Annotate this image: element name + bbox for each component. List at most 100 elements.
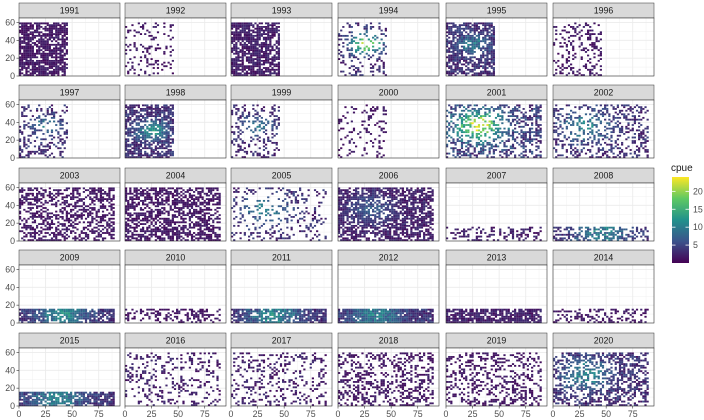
heatmap-tile: [553, 26, 556, 28]
heatmap-tile: [450, 65, 453, 68]
heatmap-tile: [262, 26, 266, 28]
heatmap-tile: [231, 22, 234, 25]
heatmap-tile: [450, 54, 453, 57]
heatmap-tile: [61, 143, 64, 146]
heatmap-tile: [25, 219, 28, 222]
heatmap-tile: [587, 68, 590, 71]
y-tick-label: 0: [10, 71, 15, 81]
heatmap-tile: [169, 127, 172, 130]
heatmap-tile: [593, 47, 596, 50]
heatmap-tile: [125, 36, 128, 39]
heatmap-tile: [19, 216, 22, 218]
heatmap-tile: [231, 59, 234, 62]
heatmap-tile: [144, 133, 147, 135]
heatmap-tile: [561, 65, 564, 68]
heatmap-tile: [57, 133, 60, 135]
heatmap-tile: [231, 140, 234, 142]
heatmap-tile: [67, 224, 71, 227]
heatmap-tile: [231, 31, 234, 34]
heatmap-tile: [91, 217, 94, 220]
heatmap-tile: [125, 26, 128, 28]
heatmap-tile: [258, 31, 261, 34]
heatmap-tile: [595, 124, 598, 126]
heatmap-tile: [469, 109, 472, 112]
heatmap-tile: [460, 150, 464, 153]
heatmap-tile: [93, 196, 96, 199]
heatmap-tile: [557, 65, 560, 68]
heatmap-tile: [376, 108, 379, 110]
heatmap-tile: [25, 52, 28, 55]
heatmap-tile: [74, 203, 77, 206]
heatmap-tile: [19, 205, 22, 208]
heatmap-tile: [528, 134, 532, 137]
heatmap-tile: [616, 147, 619, 150]
heatmap-tile: [21, 237, 24, 240]
heatmap-tile: [25, 56, 28, 59]
heatmap-tile: [635, 104, 639, 107]
heatmap-tile: [33, 118, 37, 121]
heatmap-tile: [595, 36, 598, 39]
heatmap-tile: [448, 111, 451, 114]
heatmap-tile: [271, 68, 274, 71]
heatmap-tile: [76, 210, 79, 213]
heatmap-tile: [235, 38, 238, 41]
heatmap-tile: [535, 113, 538, 116]
heatmap-tile: [101, 219, 105, 222]
heatmap-tile: [348, 42, 351, 44]
heatmap-tile: [591, 108, 594, 110]
heatmap-tile: [57, 217, 60, 220]
heatmap-tile: [63, 239, 66, 242]
heatmap-tile: [245, 150, 249, 153]
heatmap-tile: [42, 27, 45, 30]
heatmap-tile: [467, 26, 470, 28]
heatmap-tile: [595, 45, 598, 48]
heatmap-tile: [84, 205, 88, 208]
heatmap-tile: [146, 140, 149, 142]
heatmap-tile: [27, 34, 30, 37]
heatmap-tile: [152, 125, 155, 128]
heatmap-tile: [256, 134, 259, 137]
heatmap-tile: [233, 40, 236, 43]
heatmap-tile: [27, 47, 30, 50]
heatmap-tile: [555, 156, 558, 159]
heatmap-tile: [452, 47, 455, 50]
heatmap-tile: [599, 58, 602, 60]
heatmap-tile: [38, 52, 41, 55]
heatmap-tile: [82, 210, 85, 213]
heatmap-tile: [572, 149, 575, 151]
heatmap-tile: [233, 68, 236, 71]
heatmap-tile: [446, 72, 449, 75]
heatmap-tile: [61, 45, 64, 48]
heatmap-tile: [36, 207, 39, 209]
heatmap-tile: [460, 145, 464, 148]
heatmap-tile: [384, 52, 387, 55]
heatmap-tile: [245, 27, 249, 30]
heatmap-tile: [243, 150, 246, 153]
heatmap-tile: [642, 138, 645, 141]
heatmap-tile: [241, 29, 244, 32]
heatmap-tile: [555, 116, 558, 119]
heatmap-tile: [260, 108, 263, 110]
heatmap-tile: [533, 108, 536, 110]
heatmap-tile: [150, 109, 153, 112]
heatmap-tile: [36, 136, 39, 139]
heatmap-tile: [25, 196, 28, 199]
heatmap-tile: [46, 52, 49, 55]
heatmap-tile: [101, 228, 105, 231]
heatmap-tile: [146, 156, 149, 159]
heatmap-tile: [131, 104, 134, 107]
heatmap-tile: [601, 115, 605, 117]
heatmap-tile: [640, 111, 643, 114]
heatmap-tile: [350, 120, 353, 123]
heatmap-tile: [482, 106, 485, 109]
heatmap-tile: [133, 42, 136, 44]
heatmap-tile: [167, 140, 170, 142]
heatmap-tile: [582, 74, 585, 77]
heatmap-tile: [273, 122, 276, 125]
heatmap-tile: [633, 106, 636, 109]
heatmap-tile: [165, 108, 168, 110]
heatmap-tile: [467, 27, 470, 30]
heatmap-tile: [346, 38, 349, 41]
heatmap-tile: [350, 34, 353, 37]
heatmap-tile: [361, 65, 364, 68]
